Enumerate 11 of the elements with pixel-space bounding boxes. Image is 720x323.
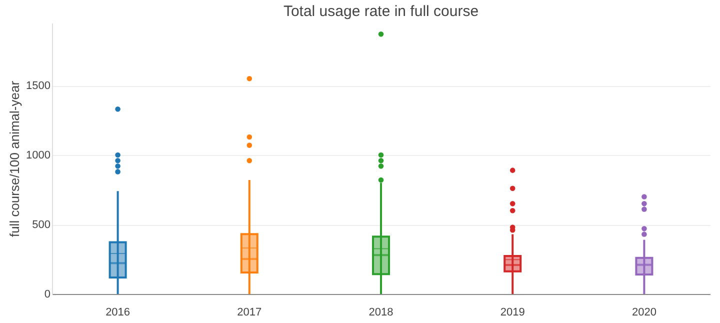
y-axis-title: full course/100 animal-year [7,80,22,238]
x-tick-label: 2018 [368,306,394,318]
y-tick-label: 1000 [26,150,50,162]
y-tick-label: 500 [32,219,50,232]
x-tick-label: 2016 [106,306,130,318]
x-tick-label: 2019 [500,306,525,318]
y-tick-label: 0 [44,288,50,300]
y-tick-label: 1500 [26,80,50,92]
x-tick-label: 2017 [237,306,262,318]
x-tick-label: 2020 [632,306,656,318]
chart-title: Total usage rate in full course [283,3,479,20]
